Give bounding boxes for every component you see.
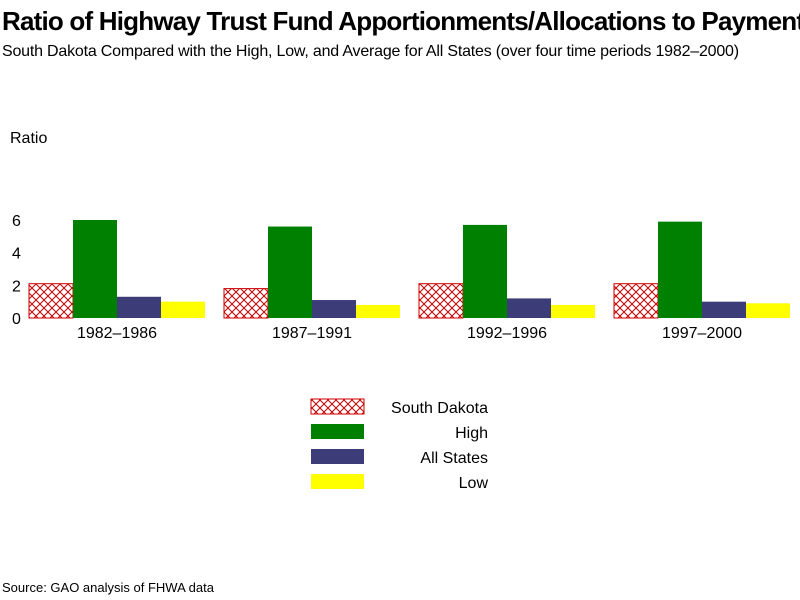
bar-high <box>268 226 312 318</box>
y-axis-ticks: 0 2 4 6 <box>12 213 21 328</box>
x-tick-label: 1982–1986 <box>77 325 157 342</box>
bar-all-states <box>117 296 161 318</box>
bar-south-dakota <box>613 283 659 319</box>
x-axis-labels: 1982–1986 1987–1991 1992–1996 1997–2000 <box>77 325 742 342</box>
legend-swatch <box>310 398 365 415</box>
x-tick-label: 1992–1996 <box>467 325 547 342</box>
bar-low <box>746 303 790 318</box>
x-tick-label: 1987–1991 <box>272 325 352 342</box>
x-tick-label: 1997–2000 <box>662 325 742 342</box>
bar-high <box>463 224 507 318</box>
bar-all-states <box>312 300 356 318</box>
bar-all-states <box>702 301 746 318</box>
y-tick-label: 0 <box>12 311 21 328</box>
bar-low <box>161 301 205 318</box>
source-note: Source: GAO analysis of FHWA data <box>2 580 214 595</box>
chart-subtitle: South Dakota Compared with the High, Low… <box>2 43 739 60</box>
y-axis-label: Ratio <box>10 130 47 147</box>
legend-label: Low <box>459 475 489 492</box>
bar-all-states <box>507 298 551 318</box>
bar-high <box>658 221 702 318</box>
legend-label: All States <box>420 450 488 467</box>
bar-south-dakota <box>418 283 464 319</box>
legend-label: South Dakota <box>391 400 488 417</box>
chart-title: Ratio of Highway Trust Fund Apportionmen… <box>2 6 800 36</box>
legend-swatch <box>311 474 364 489</box>
legend-swatch <box>311 424 364 439</box>
bar-low <box>551 304 595 318</box>
bar-south-dakota <box>28 283 74 319</box>
y-tick-label: 4 <box>12 246 21 263</box>
y-tick-label: 2 <box>12 278 21 295</box>
bar-low <box>356 304 400 318</box>
bar-south-dakota <box>223 288 269 319</box>
y-tick-label: 6 <box>12 213 21 230</box>
legend-swatch <box>311 449 364 464</box>
legend-label: High <box>455 425 488 442</box>
legend: South Dakota High All States Low <box>310 398 489 492</box>
bar-high <box>73 220 117 318</box>
bars <box>28 220 790 319</box>
